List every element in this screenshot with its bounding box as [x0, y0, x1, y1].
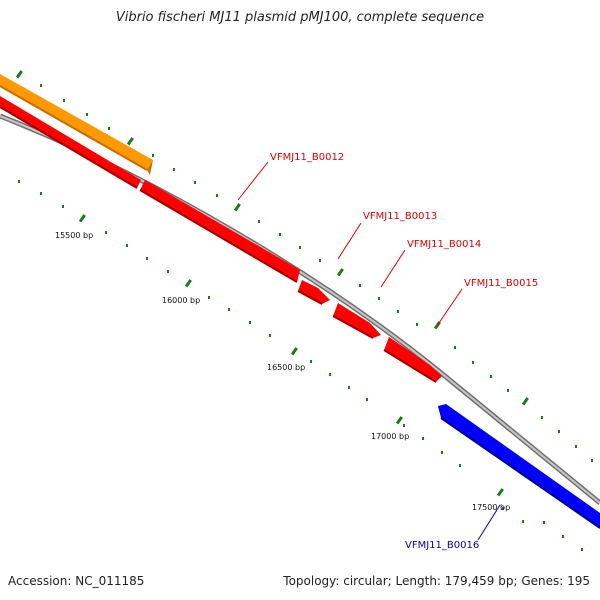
tick-minor: [319, 259, 321, 262]
tick-minor: [63, 99, 65, 102]
tick-minor: [454, 346, 456, 349]
tick-major: [184, 279, 192, 288]
bp-label-17000: 17000 bp: [371, 432, 409, 441]
tick-minor: [216, 194, 218, 197]
tick-minor: [126, 244, 128, 247]
tick-minor: [310, 360, 312, 363]
tick-minor: [62, 205, 64, 208]
tick-minor: [378, 297, 380, 300]
gene-label-b0013[interactable]: VFMJ11_B0013: [363, 211, 437, 222]
callout-line-b0012: [237, 161, 269, 201]
tick-minor: [581, 548, 583, 551]
gene-label-b0016[interactable]: VFMJ11_B0016: [405, 540, 479, 551]
tick-minor: [228, 308, 230, 311]
tick-minor: [279, 233, 281, 236]
gene-label-b0012[interactable]: VFMJ11_B0012: [270, 152, 344, 163]
tick-minor: [105, 231, 107, 234]
tick-minor: [507, 389, 509, 392]
gene-arrow-vfmj11-b0013[interactable]: [297, 280, 330, 305]
tick-minor: [403, 424, 405, 427]
callout-lines: [237, 161, 501, 541]
tick-major: [496, 488, 504, 497]
tick-minor: [152, 154, 154, 157]
tick-minor: [269, 334, 271, 337]
tick-minor: [348, 386, 350, 389]
gene-arrow-vfmj11-b0016[interactable]: [438, 404, 600, 529]
tick-minor: [208, 296, 210, 299]
tick-minor: [40, 84, 42, 87]
gene-arrow-vfmj11-b0011[interactable]: [0, 96, 141, 189]
tick-minor: [249, 321, 251, 324]
tick-minor: [40, 192, 42, 195]
tick-major: [395, 416, 403, 425]
callout-line-b0015: [436, 288, 463, 327]
tick-minor: [543, 521, 545, 524]
callout-line-b0013: [337, 222, 362, 260]
callout-line-b0014: [380, 249, 406, 288]
tick-minor: [167, 270, 169, 273]
tick-minor: [490, 375, 492, 378]
bp-label-16500: 16500 bp: [267, 363, 305, 372]
gene-arrow-vfmj11-b0014[interactable]: [332, 303, 381, 339]
tick-minor: [522, 520, 524, 523]
tick-minor: [472, 361, 474, 364]
topology-text: Topology: circular; Length: 179,459 bp; …: [283, 574, 590, 588]
orange-feature: [0, 74, 153, 175]
tick-minor: [108, 127, 110, 130]
gene-label-b0015[interactable]: VFMJ11_B0015: [464, 278, 538, 289]
tick-minor: [422, 437, 424, 440]
map-title: Vibrio fischeri MJ11 plasmid pMJ100, com…: [115, 10, 485, 25]
plasmid-backbone: [0, 113, 600, 505]
tick-minor: [329, 373, 331, 376]
tick-minor: [397, 310, 399, 313]
tick-major: [521, 397, 529, 406]
tick-minor: [416, 323, 418, 326]
tick-minor: [146, 257, 148, 260]
tick-minor: [194, 181, 196, 184]
tick-major: [78, 214, 86, 223]
inner-tick-row: [18, 180, 583, 551]
tick-minor: [18, 180, 20, 183]
bp-label-17500: 17500 bp: [472, 503, 510, 512]
tick-minor: [459, 464, 461, 467]
tick-major: [15, 70, 23, 79]
tick-minor: [173, 168, 175, 171]
tick-major: [126, 137, 134, 146]
tick-minor: [562, 535, 564, 538]
gene-arrow-vfmj11-b0015[interactable]: [383, 337, 442, 383]
tick-minor: [591, 459, 593, 462]
tick-minor: [575, 445, 577, 448]
tick-major: [336, 268, 344, 277]
tick-major: [290, 347, 298, 356]
tick-minor: [359, 284, 361, 287]
plasmid-backbone-highlight: [0, 115, 600, 504]
callout-line-b0016: [477, 504, 501, 541]
bp-label-16000: 16000 bp: [162, 296, 200, 305]
tick-minor: [366, 398, 368, 401]
tick-minor: [441, 451, 443, 454]
gene-arrow-vfmj11-b0012[interactable]: [139, 180, 300, 283]
tick-minor: [558, 430, 560, 433]
bp-label-15500: 15500 bp: [55, 231, 93, 240]
tick-minor: [299, 246, 301, 249]
tick-minor: [258, 220, 260, 223]
outer-tick-row: [15, 70, 593, 462]
tick-minor: [502, 507, 504, 510]
accession-text: Accession: NC_011185: [8, 574, 145, 588]
tick-minor: [86, 113, 88, 116]
tick-minor: [541, 416, 543, 419]
gene-label-b0014[interactable]: VFMJ11_B0014: [407, 239, 481, 250]
tick-major: [233, 203, 241, 212]
